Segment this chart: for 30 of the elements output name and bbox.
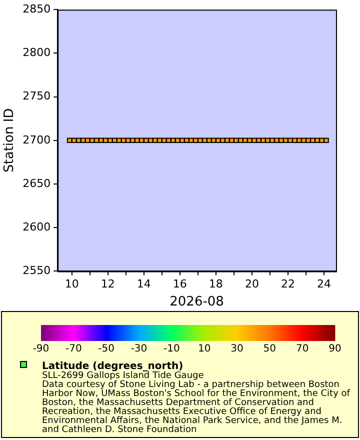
y-tick-label: 2800 <box>22 46 51 60</box>
color-bar-label: -90 <box>32 344 50 355</box>
color-bar-label: 50 <box>263 344 276 355</box>
x-tick-label: 16 <box>172 278 187 291</box>
y-tick-label: 2750 <box>22 90 51 103</box>
y-tick-label: 2550 <box>22 264 51 278</box>
color-bar-label: 30 <box>230 344 244 355</box>
y-tick-label: 2650 <box>22 176 51 190</box>
y-tick-label: 2600 <box>22 220 51 234</box>
color-bar-label: -70 <box>65 344 82 355</box>
color-bar-label: -30 <box>130 344 148 355</box>
color-bar-label: 10 <box>198 344 211 355</box>
y-axis-title: Station ID <box>2 108 18 172</box>
y-tick-label: 2700 <box>22 133 51 146</box>
x-tick-label: 18 <box>208 278 223 291</box>
y-tick-label: 2850 <box>22 2 51 16</box>
color-bar-title: Latitude (degrees_north) <box>42 361 184 372</box>
color-bar-label: 90 <box>328 344 342 355</box>
text: Data courtesy of Stone Living Lab - a partnership between Boston Harbor Now, UMass Boston's School for the Environment, the City of Boston, the Massachusetts Department of Conservation and Recreation, the Massachusetts Executive Office of Energy and Environmental Affairs, the National Park Service, and the James M. and Cathleen D. Stone Foundation <box>42 380 351 435</box>
text: SLL-2699 Gallops Island Tide Gauge <box>42 371 204 381</box>
x-tick-label: 14 <box>136 278 151 291</box>
x-tick-label: 22 <box>280 278 295 291</box>
color-bar-label: -10 <box>163 344 180 355</box>
color-bar-label: 70 <box>296 344 309 355</box>
x-axis-title: 2026-08 <box>170 294 224 310</box>
x-tick-label: 10 <box>64 278 79 291</box>
x-tick-label: 12 <box>100 278 115 291</box>
color-bar-label: -50 <box>98 344 115 355</box>
x-tick-label: 24 <box>316 278 331 291</box>
x-tick-label: 20 <box>244 278 259 291</box>
